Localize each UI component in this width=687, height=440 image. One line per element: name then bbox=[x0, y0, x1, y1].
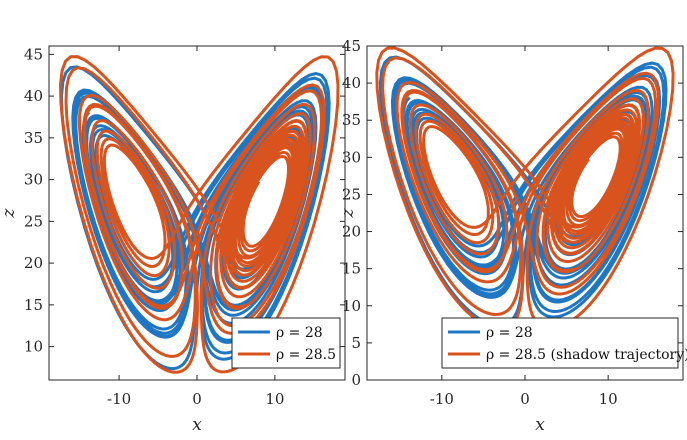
left-legend-label-rho28: ρ = 28 bbox=[276, 325, 323, 341]
right-ticks: -10 0 10 0 5 10 15 20 25 30 35 40 45 bbox=[342, 37, 683, 408]
left-ticks: -10 0 10 10 15 20 25 30 35 40 45 bbox=[24, 45, 345, 408]
right-y-tick-label: 0 bbox=[351, 371, 361, 389]
right-panel: -10 0 10 0 5 10 15 20 25 30 35 40 45 x z ρ = 28 ρ = … bbox=[338, 37, 687, 435]
left-y-tick-label: 20 bbox=[24, 254, 43, 272]
left-x-tick-label: -10 bbox=[107, 390, 131, 408]
right-series-line-rho28-5 bbox=[375, 46, 675, 331]
right-y-tick-label: 10 bbox=[342, 297, 361, 315]
right-legend-label-rho28: ρ = 28 bbox=[486, 325, 533, 341]
right-y-tick-label: 20 bbox=[342, 223, 361, 241]
right-plot-area bbox=[375, 46, 675, 331]
left-plot-area bbox=[59, 55, 340, 374]
right-y-tick-label: 15 bbox=[342, 260, 361, 278]
left-x-axis-label: x bbox=[192, 415, 202, 435]
left-y-tick-label: 25 bbox=[24, 212, 43, 230]
left-legend: ρ = 28 ρ = 28.5 bbox=[231, 317, 341, 369]
right-x-tick-label: 10 bbox=[599, 390, 618, 408]
right-x-axis-label: x bbox=[535, 415, 545, 435]
left-y-tick-label: 35 bbox=[24, 129, 43, 147]
right-y-tick-label: 45 bbox=[342, 37, 361, 55]
left-x-tick-label: 0 bbox=[192, 390, 202, 408]
right-y-tick-label: 40 bbox=[342, 74, 361, 92]
left-x-tick-label: 10 bbox=[265, 390, 284, 408]
left-legend-label-rho28-5: ρ = 28.5 bbox=[276, 347, 336, 363]
right-y-tick-label: 30 bbox=[342, 148, 361, 166]
right-legend: ρ = 28 ρ = 28.5 (shadow trajectory) bbox=[441, 317, 687, 369]
left-y-tick-label: 40 bbox=[24, 87, 43, 105]
right-y-axis-label: z bbox=[338, 207, 358, 218]
right-y-tick-label: 5 bbox=[351, 334, 361, 352]
right-x-tick-label: -10 bbox=[430, 390, 454, 408]
left-y-tick-label: 10 bbox=[24, 338, 43, 356]
left-series-line-rho28-5 bbox=[59, 55, 340, 374]
right-y-tick-label: 25 bbox=[342, 185, 361, 203]
left-panel: -10 0 10 10 15 20 25 30 35 40 45 x z ρ = 28 ρ = 28… bbox=[0, 45, 346, 435]
right-y-tick-label: 35 bbox=[342, 111, 361, 129]
left-y-tick-label: 45 bbox=[24, 45, 43, 63]
left-legend-box bbox=[231, 317, 341, 369]
left-y-axis-label: z bbox=[0, 207, 19, 218]
right-x-tick-label: 0 bbox=[520, 390, 530, 408]
left-y-tick-label: 30 bbox=[24, 171, 43, 189]
right-legend-label-rho28-5: ρ = 28.5 (shadow trajectory) bbox=[486, 347, 687, 363]
left-y-tick-label: 15 bbox=[24, 296, 43, 314]
right-legend-box bbox=[441, 317, 679, 369]
